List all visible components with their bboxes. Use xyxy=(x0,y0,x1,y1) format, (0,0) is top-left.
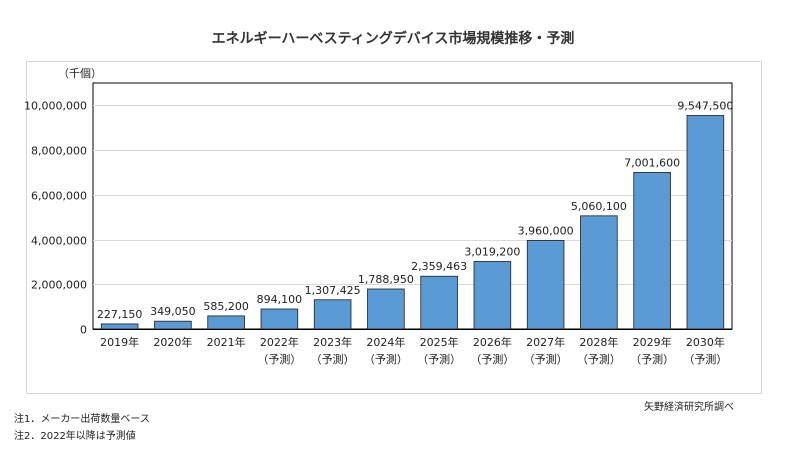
data-label: 3,960,000 xyxy=(518,224,574,237)
data-label: 1,307,425 xyxy=(305,284,361,297)
bar xyxy=(473,261,512,330)
chart-frame xyxy=(26,61,762,394)
x-tick-label: 2021年 xyxy=(207,335,246,349)
x-tick-sublabel: （予測） xyxy=(683,352,727,366)
x-tick-label: 2026年 xyxy=(473,335,512,349)
x-tick-sublabel: （予測） xyxy=(577,352,621,366)
data-labels: 227,150 349,050 585,200 894,1001,307,4251,7… xyxy=(97,99,733,320)
x-tick-label: 2020年 xyxy=(153,335,192,349)
y-tick-label: 0 xyxy=(80,324,87,337)
bar xyxy=(580,215,618,330)
x-tick-sublabel: （予測） xyxy=(470,352,514,366)
y-axis-unit-label: （千個） xyxy=(58,67,102,80)
data-label: 585,200 xyxy=(203,300,249,313)
data-label: 894,100 xyxy=(257,293,303,306)
data-label: 1,788,950 xyxy=(358,273,414,286)
bar xyxy=(260,308,299,330)
data-label: 3,019,200 xyxy=(464,245,520,258)
x-tick-label: 2022年 xyxy=(260,335,299,349)
chart-title: エネルギーハーベスティングデバイス市場規模推移・予測 xyxy=(211,31,575,47)
axes: 0 2,000,000 4,000,000 6,000,000 8,000,000 10,… xyxy=(24,100,732,366)
bar xyxy=(154,320,192,330)
x-tick-sublabel: （予測） xyxy=(417,352,461,366)
data-label: 2,359,463 xyxy=(411,260,467,273)
bar xyxy=(367,288,405,330)
y-tick-label: 10,000,000 xyxy=(24,100,87,113)
y-tick-label: 8,000,000 xyxy=(31,145,87,158)
bars xyxy=(100,115,725,330)
footnote-2: 注2．2022年以降は予測値 xyxy=(14,431,136,442)
bar xyxy=(686,115,725,330)
y-tick-label: 6,000,000 xyxy=(31,190,87,203)
grid-lines xyxy=(92,82,733,330)
x-tick-sublabel: （予測） xyxy=(524,352,568,366)
y-tick-label: 2,000,000 xyxy=(31,279,87,292)
data-label: 7,001,600 xyxy=(624,156,680,169)
plot-area xyxy=(92,82,733,330)
x-tick-label: 2027年 xyxy=(526,335,565,349)
bar xyxy=(633,172,671,330)
data-label: 5,060,100 xyxy=(571,200,627,213)
data-label: 9,547,500 xyxy=(677,99,733,112)
x-tick-sublabel: （予測） xyxy=(311,352,355,366)
x-tick-label: 2019年 xyxy=(100,335,139,349)
x-tick-label: 2025年 xyxy=(420,335,459,349)
bar xyxy=(100,323,139,330)
bar xyxy=(313,299,352,330)
source-credit: 矢野経済研究所調べ xyxy=(644,402,734,413)
bar xyxy=(526,240,565,330)
x-tick-label: 2028年 xyxy=(579,335,618,349)
x-tick-label: 2024年 xyxy=(366,335,405,349)
y-tick-label: 4,000,000 xyxy=(31,235,87,248)
bar xyxy=(207,315,245,330)
x-tick-sublabel: （予測） xyxy=(364,352,408,366)
x-tick-sublabel: （予測） xyxy=(257,352,301,366)
footnote-1: 注1．メーカー出荷数量ベース xyxy=(14,414,150,425)
x-tick-label: 2030年 xyxy=(686,335,725,349)
x-tick-label: 2029年 xyxy=(633,335,672,349)
data-label: 227,150 xyxy=(97,308,143,321)
x-tick-label: 2023年 xyxy=(313,335,352,349)
x-tick-sublabel: （予測） xyxy=(630,352,674,366)
data-label: 349,050 xyxy=(150,305,196,318)
bar xyxy=(420,275,458,330)
